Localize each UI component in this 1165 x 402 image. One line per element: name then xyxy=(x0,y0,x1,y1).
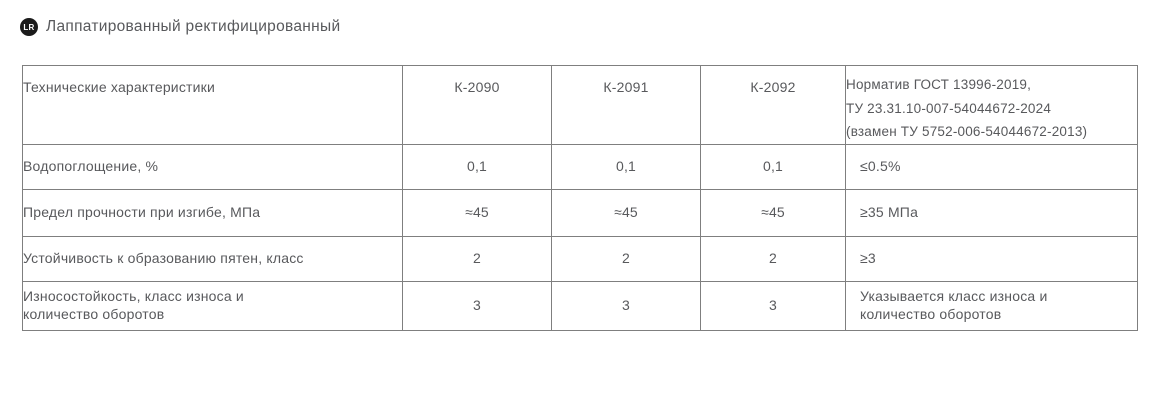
value-k2092: 2 xyxy=(700,235,846,282)
lr-badge-icon: LR xyxy=(20,18,38,36)
col-header-characteristics: Технические характеристики xyxy=(22,65,403,145)
value-k2092: 3 xyxy=(700,280,846,331)
col-header-k2091: К-2091 xyxy=(551,65,701,145)
table-row-wear-resistance: Износостойкость, класс износа и количест… xyxy=(22,280,1138,331)
value-norm: Указывается класс износа и количество об… xyxy=(845,280,1138,331)
row-label: Предел прочности при изгибе, МПа xyxy=(22,188,403,237)
section-header: LR Лаппатированный ректифицированный xyxy=(20,18,340,36)
value-norm: ≥3 xyxy=(845,235,1138,282)
lr-badge-label: LR xyxy=(23,22,35,32)
value-k2090: 3 xyxy=(402,280,552,331)
col-header-k2092: К-2092 xyxy=(700,65,846,145)
value-k2091: 3 xyxy=(551,280,701,331)
row-label: Устойчивость к образованию пятен, класс xyxy=(22,235,403,282)
table-row-flexural-strength: Предел прочности при изгибе, МПа ≈45 ≈45… xyxy=(22,188,1138,237)
value-k2090: 0,1 xyxy=(402,143,552,190)
table-row-stain-resistance: Устойчивость к образованию пятен, класс … xyxy=(22,235,1138,282)
value-k2091: ≈45 xyxy=(551,188,701,237)
value-norm: ≤0.5% xyxy=(845,143,1138,190)
col-header-k2090: К-2090 xyxy=(402,65,552,145)
value-norm: ≥35 МПа xyxy=(845,188,1138,237)
value-k2092: 0,1 xyxy=(700,143,846,190)
value-k2091: 2 xyxy=(551,235,701,282)
spec-table: Технические характеристики К-2090 К-2091… xyxy=(22,65,1138,331)
value-k2090: 2 xyxy=(402,235,552,282)
section-title: Лаппатированный ректифицированный xyxy=(46,18,341,35)
value-k2091: 0,1 xyxy=(551,143,701,190)
value-k2090: ≈45 xyxy=(402,188,552,237)
row-label: Водопоглощение, % xyxy=(22,143,403,190)
row-label: Износостойкость, класс износа и количест… xyxy=(22,280,403,331)
col-header-norm: Норматив ГОСТ 13996-2019, ТУ 23.31.10-00… xyxy=(845,65,1138,145)
table-header-row: Технические характеристики К-2090 К-2091… xyxy=(22,65,1138,145)
value-k2092: ≈45 xyxy=(700,188,846,237)
table-row-water-absorption: Водопоглощение, % 0,1 0,1 0,1 ≤0.5% xyxy=(22,143,1138,190)
